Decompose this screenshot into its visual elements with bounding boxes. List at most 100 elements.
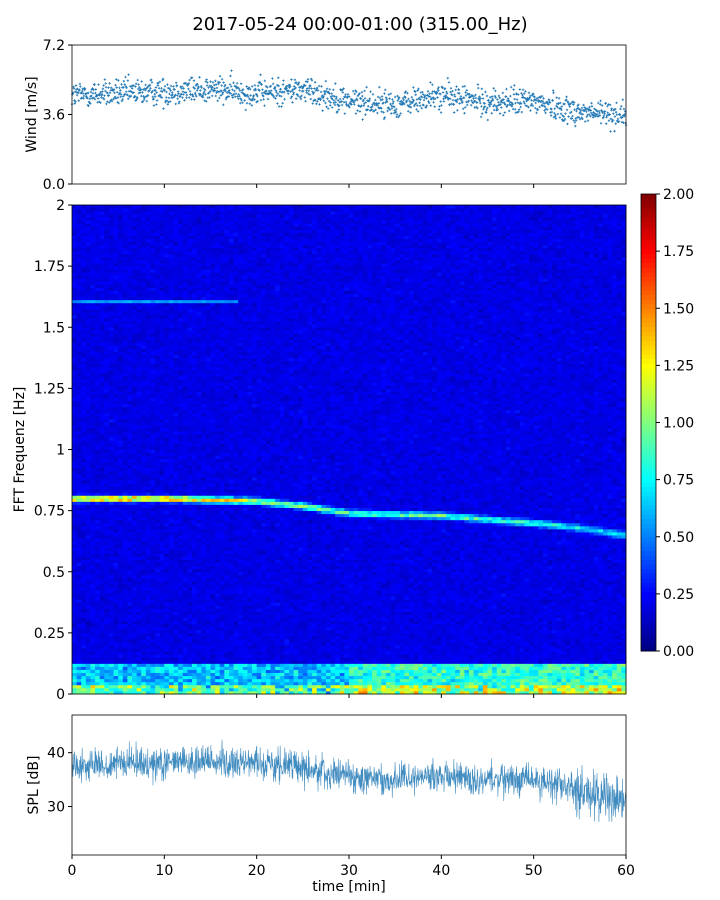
spectrogram-cell bbox=[118, 556, 123, 559]
spectrogram-cell bbox=[123, 523, 128, 526]
spectrogram-cell bbox=[150, 657, 155, 660]
spectrogram-cell bbox=[109, 343, 114, 346]
spectrogram-cell bbox=[123, 419, 128, 422]
spectrogram-cell bbox=[100, 489, 105, 492]
spectrogram-cell bbox=[104, 239, 109, 242]
spectrogram-cell bbox=[164, 440, 169, 443]
spectrogram-cell bbox=[123, 312, 128, 315]
spectrogram-cell bbox=[169, 315, 174, 318]
spectrogram-cell bbox=[137, 239, 142, 242]
spectrogram-cell bbox=[109, 645, 114, 648]
spectrogram-cell bbox=[137, 501, 142, 504]
spectrogram-cell bbox=[137, 685, 142, 688]
spectrogram-cell bbox=[100, 281, 105, 284]
wind-point bbox=[165, 96, 167, 98]
spectrogram-cell bbox=[155, 205, 160, 208]
spectrogram-cell bbox=[141, 450, 146, 453]
spectrogram-cell bbox=[123, 630, 128, 633]
spectrogram-cell bbox=[95, 550, 100, 553]
spectrogram-cell bbox=[100, 642, 105, 645]
spectrogram-cell bbox=[77, 248, 82, 251]
wind-point bbox=[613, 130, 615, 132]
spectrogram-cell bbox=[155, 443, 160, 446]
spectrogram-cell bbox=[146, 434, 151, 437]
spectrogram-cell bbox=[169, 581, 174, 584]
spectrogram-cell bbox=[132, 272, 137, 275]
wind-point bbox=[215, 95, 217, 97]
spectrogram-cell bbox=[132, 361, 137, 364]
spectrogram-cell bbox=[169, 633, 174, 636]
spectrogram-cell bbox=[132, 456, 137, 459]
spectrogram-cell bbox=[137, 327, 142, 330]
spectrogram-cell bbox=[132, 401, 137, 404]
spectrogram-cell bbox=[123, 624, 128, 627]
spectrogram-cell bbox=[86, 670, 91, 673]
spectrogram-cell bbox=[109, 459, 114, 462]
spectrogram-cell bbox=[86, 538, 91, 541]
wind-point bbox=[490, 103, 492, 105]
spectrogram-cell bbox=[104, 477, 109, 480]
spectrogram-cell bbox=[123, 309, 128, 312]
spectrogram-cell bbox=[155, 446, 160, 449]
spectrogram-cell bbox=[118, 245, 123, 248]
spectrogram-cell bbox=[137, 468, 142, 471]
spectrogram-cell bbox=[100, 205, 105, 208]
spectrogram-cell bbox=[141, 560, 146, 563]
spectrogram-cell bbox=[123, 407, 128, 410]
spectrogram-cell bbox=[127, 404, 132, 407]
spectrogram-cell bbox=[81, 477, 86, 480]
spectrogram-cell bbox=[137, 303, 142, 306]
spectrogram-cell bbox=[127, 673, 132, 676]
spectrogram-cell bbox=[141, 306, 146, 309]
spectrogram-cell bbox=[81, 459, 86, 462]
spectrogram-cell bbox=[86, 599, 91, 602]
spectrogram-cell bbox=[155, 385, 160, 388]
spectrogram-cell bbox=[132, 233, 137, 236]
spectrogram-cell bbox=[72, 364, 77, 367]
spectrogram-cell bbox=[150, 382, 155, 385]
spectrogram-cell bbox=[164, 462, 169, 465]
spectrogram-cell bbox=[132, 419, 137, 422]
spectrogram-cell bbox=[137, 416, 142, 419]
spectrogram-cell bbox=[95, 453, 100, 456]
spectrogram-cell bbox=[164, 214, 169, 217]
spectrogram-cell bbox=[169, 361, 174, 364]
spectrogram-cell bbox=[77, 498, 82, 501]
spectrogram-cell bbox=[169, 602, 174, 605]
spectrogram-cell bbox=[160, 312, 165, 315]
spectrogram-cell bbox=[160, 550, 165, 553]
spectrogram-cell bbox=[169, 673, 174, 676]
spectrogram-cell bbox=[160, 327, 165, 330]
spectrogram-cell bbox=[141, 553, 146, 556]
spectrogram-cell bbox=[141, 440, 146, 443]
spectrogram-cell bbox=[72, 385, 77, 388]
spectrogram-cell bbox=[90, 593, 95, 596]
spectrogram-cell bbox=[127, 529, 132, 532]
spectrogram-cell bbox=[81, 486, 86, 489]
spectrogram-cell bbox=[137, 214, 142, 217]
spectrogram-cell bbox=[95, 303, 100, 306]
wind-ytick-label: 3.6 bbox=[43, 108, 65, 124]
spectrogram-cell bbox=[81, 443, 86, 446]
wind-point bbox=[588, 106, 590, 108]
spectrogram-cell bbox=[164, 514, 169, 517]
spectrogram-cell bbox=[123, 520, 128, 523]
spectrogram-cell bbox=[77, 511, 82, 514]
spectrogram-cell bbox=[114, 352, 119, 355]
spectrogram-cell bbox=[100, 511, 105, 514]
spectrogram-cell bbox=[160, 498, 165, 501]
spectrogram-cell bbox=[150, 312, 155, 315]
spectrogram-cell bbox=[141, 330, 146, 333]
spectrogram-cell bbox=[104, 666, 109, 669]
spectrogram-cell bbox=[95, 514, 100, 517]
spectrogram-cell bbox=[160, 492, 165, 495]
spectrogram-cell bbox=[132, 639, 137, 642]
spectrogram-cell bbox=[90, 624, 95, 627]
spectrogram-cell bbox=[109, 517, 114, 520]
spectrogram-cell bbox=[77, 382, 82, 385]
spectrogram-cell bbox=[169, 492, 174, 495]
spectrogram-cell bbox=[146, 349, 151, 352]
spectrogram-cell bbox=[77, 254, 82, 257]
spectrogram-cell bbox=[160, 303, 165, 306]
spectrogram-cell bbox=[95, 211, 100, 214]
